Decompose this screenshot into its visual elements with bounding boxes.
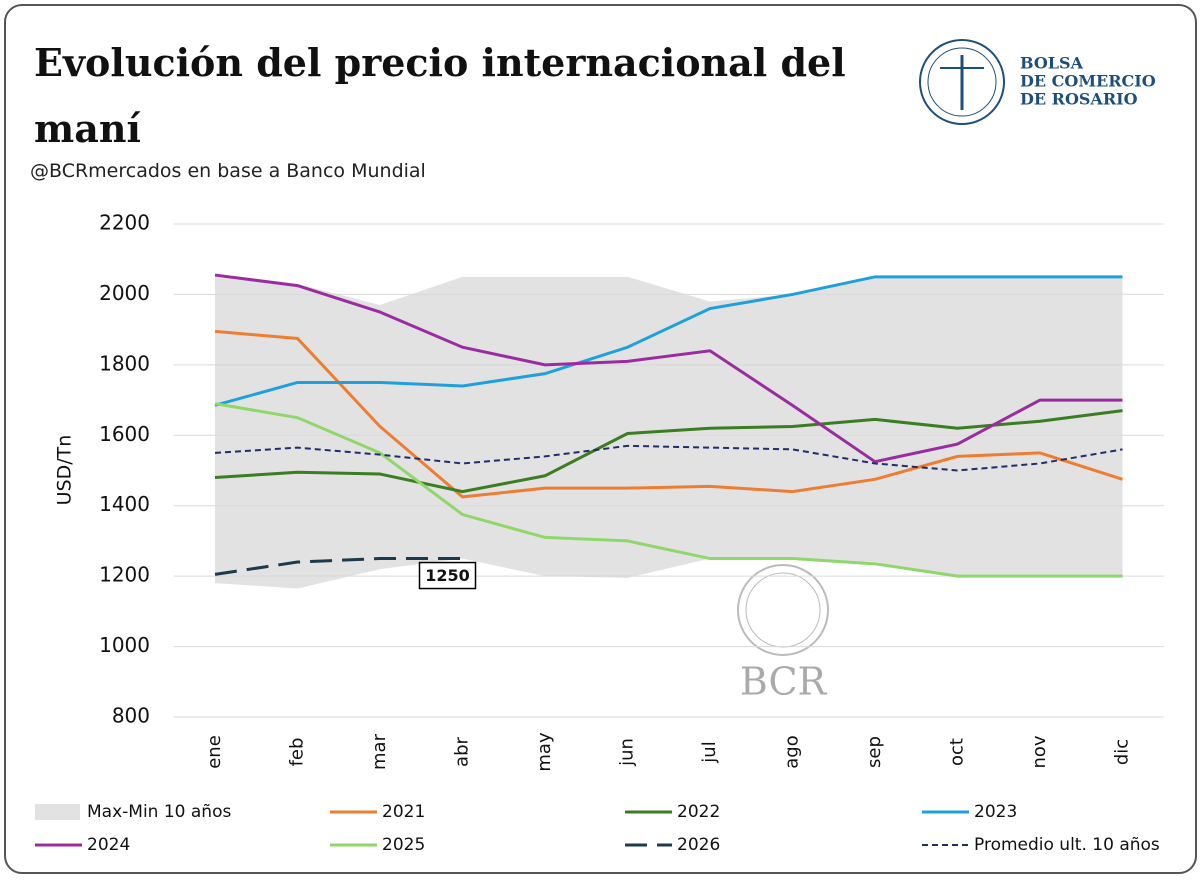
y-tick-label: 800	[112, 704, 150, 728]
x-tick-label: may	[534, 732, 555, 772]
series-line	[214, 329, 1123, 499]
y-tick-label: 2000	[99, 281, 150, 305]
x-tick-label: jul	[699, 741, 720, 763]
watermark-ring	[737, 564, 829, 656]
legend-label: 2023	[974, 802, 1017, 822]
legend-swatch	[35, 804, 80, 820]
frame	[4, 4, 1197, 874]
chart-title: Evolución del precio internacional del m…	[34, 40, 846, 151]
series-line	[214, 402, 1123, 578]
x-tick-label: nov	[1029, 735, 1050, 768]
legend-label: 2022	[677, 802, 720, 822]
y-tick-label: 1200	[99, 563, 150, 587]
data-label-box	[418, 561, 477, 590]
watermark-ring	[745, 572, 821, 648]
x-tick-label: ago	[782, 735, 803, 768]
y-tick-label: 1400	[99, 492, 150, 516]
y-tick-label: 1600	[99, 422, 150, 446]
y-tick-label: 2200	[99, 211, 150, 235]
legend-label: Max-Min 10 años	[87, 802, 231, 822]
legend-label: 2021	[382, 802, 425, 822]
logo	[737, 39, 1005, 656]
series-line	[214, 273, 1123, 464]
legend-label: 2025	[382, 835, 425, 855]
legend-label: 2026	[677, 835, 720, 855]
x-tick-label: jun	[617, 738, 638, 767]
logo-text: BOLSA	[1020, 54, 1084, 73]
x-tick-label: dic	[1112, 739, 1133, 765]
y-axis-label: USD/Tn	[54, 435, 76, 506]
series-line	[214, 275, 1123, 407]
data-label: 1250	[425, 566, 470, 585]
logo-text: DE COMERCIO	[1020, 72, 1156, 91]
series-line	[214, 444, 1123, 472]
y-tick-label: 1800	[99, 351, 150, 375]
legend-label: 2024	[87, 835, 130, 855]
chart-subtitle: @BCRmercados en base a Banco Mundial	[30, 160, 426, 182]
series-line	[214, 557, 463, 576]
logo-ring	[919, 39, 1005, 125]
x-tick-label: sep	[864, 736, 885, 768]
x-tick-label: abr	[452, 736, 473, 766]
watermark: BCR	[740, 660, 828, 704]
logo-text: DE ROSARIO	[1020, 90, 1138, 109]
series-line	[214, 409, 1123, 494]
x-tick-label: oct	[947, 738, 968, 766]
x-tick-label: ene	[204, 735, 225, 769]
legend-label: Promedio ult. 10 años	[974, 835, 1160, 855]
x-tick-label: mar	[369, 733, 390, 770]
x-tick-label: feb	[287, 738, 308, 767]
logo-ring	[927, 47, 997, 117]
y-tick-label: 1000	[99, 633, 150, 657]
